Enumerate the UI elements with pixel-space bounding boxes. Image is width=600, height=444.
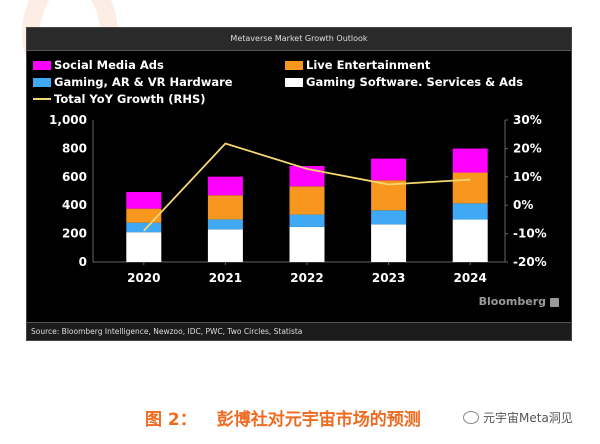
bloomberg-brand: Bloomberg [479, 295, 559, 308]
legend-label: Live Entertainment [306, 58, 431, 72]
bar-segment [126, 222, 162, 233]
right-tick-label: -10% [513, 227, 547, 241]
legend-yoy-growth: Total YoY Growth (RHS) [33, 92, 206, 106]
legend-live-entertainment: Live Entertainment [285, 58, 430, 72]
watermark-text: 元宇宙Meta洞见 [483, 411, 573, 425]
figure-caption: 图 2： 彭博社对元宇宙市场的预测 [145, 405, 421, 430]
left-tick-label: 0 [79, 255, 87, 269]
left-tick-label: 1,000 [49, 113, 87, 127]
legend-swatch [33, 60, 51, 70]
legend-social-media-ads: Social Media Ads [33, 58, 164, 72]
legend-swatch [285, 60, 303, 70]
legend: Social Media Ads Live Entertainment Gami… [31, 58, 567, 110]
brand-text: Bloomberg [478, 295, 546, 308]
bar-segment [371, 158, 407, 181]
bar-segment [452, 219, 488, 262]
bar-segment [207, 195, 243, 220]
bar-segment [126, 208, 162, 223]
legend-swatch [33, 77, 51, 87]
bar-segment [452, 148, 488, 173]
legend-gaming-software: Gaming Software. Services & Ads [285, 75, 523, 89]
bar-segment [452, 203, 488, 220]
legend-label: Gaming, AR & VR Hardware [54, 75, 233, 89]
x-tick-label: 2024 [453, 271, 486, 285]
legend-label: Gaming Software. Services & Ads [306, 75, 524, 89]
right-tick-label: 10% [513, 170, 542, 184]
legend-label: Social Media Ads [54, 58, 164, 72]
chart-svg: 0 200 400 600 800 1,000 -20% -10% 0% 10% 20% 30% 2… [49, 113, 547, 285]
source-note: Source: Bloomberg Intelligence, Newzoo, … [27, 322, 571, 340]
bar-segment [452, 172, 488, 204]
legend-swatch [285, 77, 303, 87]
bar-segment [126, 232, 162, 262]
right-tick-label: 0% [513, 198, 533, 212]
bloomberg-icon [550, 297, 559, 307]
bar-segment [289, 186, 325, 215]
legend-label: Total YoY Growth (RHS) [54, 92, 206, 106]
left-tick-label: 600 [62, 170, 87, 184]
bar-segment [289, 214, 325, 227]
wechat-icon [463, 411, 479, 424]
yoy-growth-line [143, 142, 471, 232]
bar-segment [207, 176, 243, 196]
left-tick-label: 400 [62, 198, 87, 212]
left-tick-label: 800 [62, 141, 87, 155]
caption-text: 彭博社对元宇宙市场的预测 [216, 410, 421, 430]
bar-segment [207, 219, 243, 230]
right-tick-label: -20% [513, 255, 547, 269]
bar-segment [371, 210, 407, 225]
x-tick-label: 2022 [290, 271, 323, 285]
bar-segment [371, 224, 407, 262]
bar-segment [126, 191, 162, 209]
legend-hardware: Gaming, AR & VR Hardware [33, 75, 233, 89]
left-tick-label: 200 [62, 227, 87, 241]
bar-segment [207, 229, 243, 262]
watermark: 元宇宙Meta洞见 [463, 409, 573, 426]
legend-line-swatch [33, 98, 51, 100]
caption-label: 图 2： [145, 410, 197, 430]
x-tick-label: 2020 [127, 271, 160, 285]
x-tick-label: 2021 [209, 271, 242, 285]
chart-frame: Metaverse Market Growth Outlook Social M… [26, 27, 572, 341]
right-tick-label: 20% [513, 141, 542, 155]
chart-title: Metaverse Market Growth Outlook [27, 28, 571, 51]
right-tick-label: 30% [513, 113, 542, 127]
bar-segment [289, 226, 325, 262]
x-tick-label: 2023 [372, 271, 405, 285]
